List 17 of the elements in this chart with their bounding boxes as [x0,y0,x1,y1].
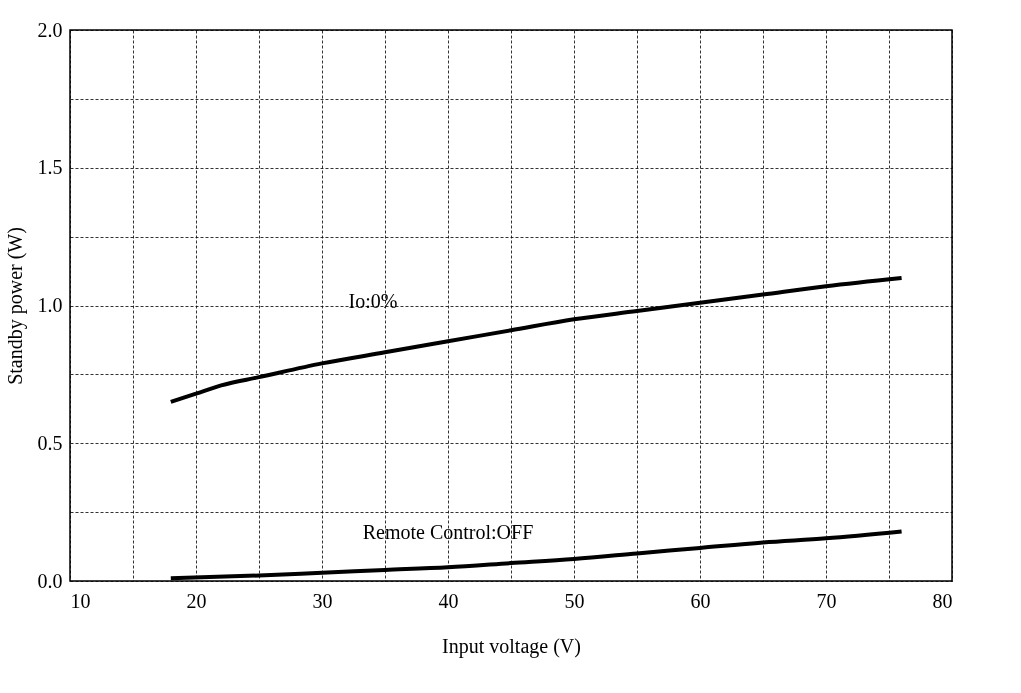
series-label: Remote Control:OFF [362,521,534,544]
y-tick-label: 1.0 [37,294,63,316]
series-label: Io:0% [348,290,398,313]
x-tick-label: 70 [816,589,837,612]
x-tick-label: 50 [564,589,585,612]
y-tick-label: 0.0 [37,569,63,592]
x-tick-label: 20 [186,589,207,612]
y-tick-label: 1.5 [37,156,63,179]
y-axis-title: Standby power (W) [3,227,27,385]
y-tick-label: 0.5 [37,431,63,454]
x-tick-label: 60 [690,589,711,612]
x-tick-label: 80 [932,589,953,612]
x-axis-title: Input voltage (V) [442,634,581,658]
x-tick-label: 40 [438,589,459,612]
x-tick-label: 10 [70,589,91,612]
y-tick-label: 2.0 [37,18,63,41]
x-tick-label: 30 [312,589,333,612]
